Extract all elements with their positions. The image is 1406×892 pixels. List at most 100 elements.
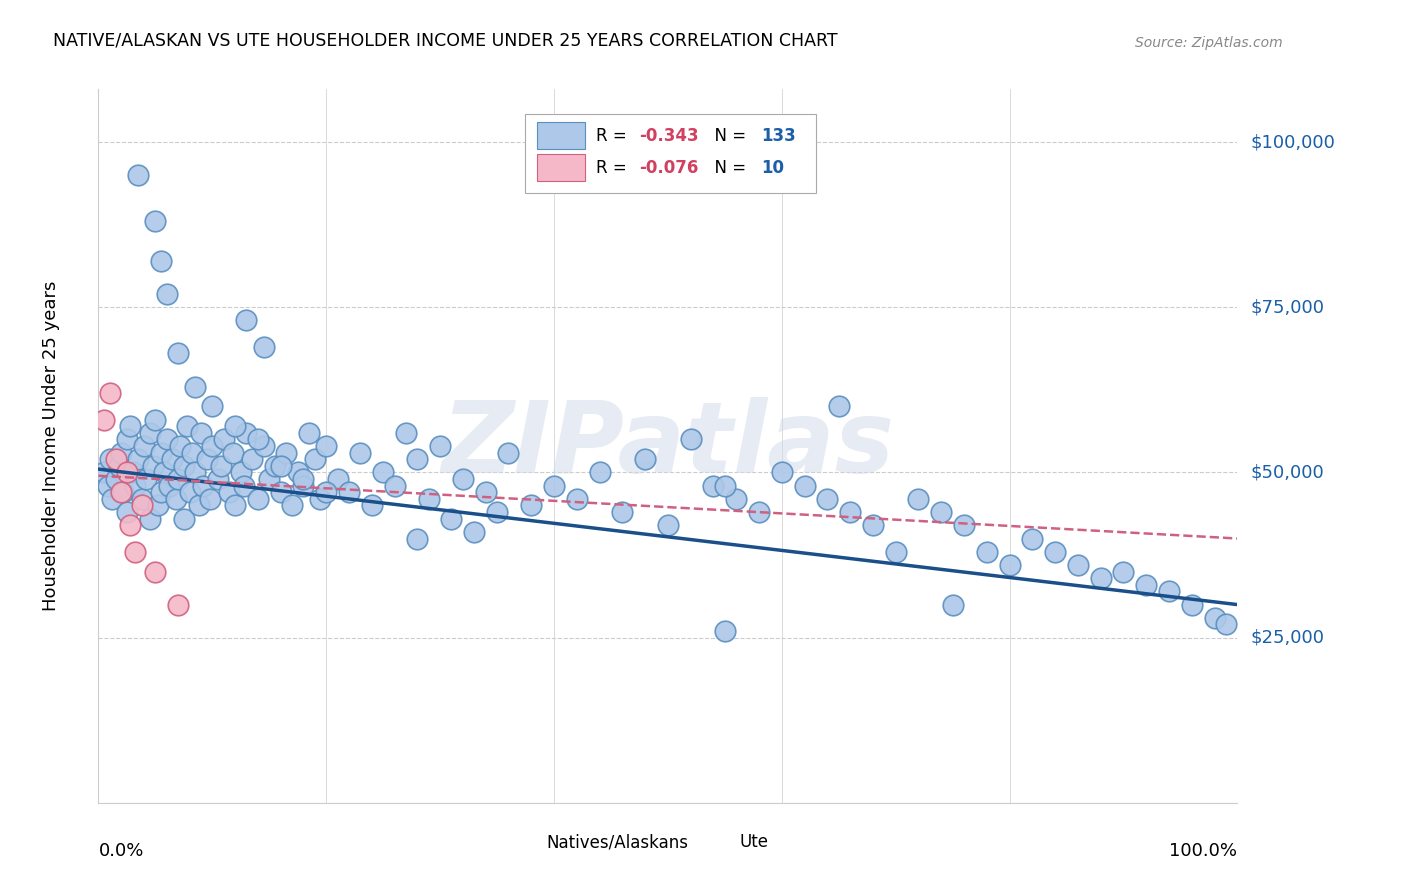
- Point: [1043, 545, 1066, 559]
- Point: [235, 425, 257, 440]
- Point: [110, 485, 132, 500]
- Point: [474, 485, 496, 500]
- Text: $50,000: $50,000: [1251, 464, 1324, 482]
- Point: [714, 624, 737, 638]
- Point: [942, 598, 965, 612]
- Point: [360, 499, 382, 513]
- Point: [406, 532, 429, 546]
- Point: [395, 425, 418, 440]
- Point: [384, 478, 406, 492]
- FancyBboxPatch shape: [503, 834, 538, 850]
- FancyBboxPatch shape: [537, 154, 585, 181]
- Point: [145, 214, 167, 228]
- Point: [124, 478, 146, 492]
- Point: [104, 472, 127, 486]
- Point: [315, 439, 337, 453]
- Text: $75,000: $75,000: [1251, 298, 1324, 317]
- Point: [150, 485, 173, 500]
- Point: [169, 439, 191, 453]
- Point: [108, 458, 131, 473]
- Text: R =: R =: [596, 127, 633, 145]
- Point: [748, 505, 770, 519]
- Point: [998, 558, 1021, 572]
- Point: [212, 433, 235, 447]
- Point: [793, 478, 815, 492]
- Point: [145, 565, 167, 579]
- Point: [173, 458, 195, 473]
- Point: [115, 466, 138, 480]
- Point: [725, 491, 748, 506]
- Point: [224, 499, 246, 513]
- Point: [112, 485, 135, 500]
- Point: [201, 400, 224, 414]
- Point: [371, 466, 394, 480]
- Point: [406, 452, 429, 467]
- Point: [1215, 617, 1237, 632]
- Point: [349, 445, 371, 459]
- Point: [156, 287, 179, 301]
- Point: [93, 466, 115, 480]
- Point: [150, 445, 173, 459]
- Point: [224, 419, 246, 434]
- Text: Householder Income Under 25 years: Householder Income Under 25 years: [42, 281, 59, 611]
- Point: [98, 452, 121, 467]
- Point: [884, 545, 907, 559]
- Point: [101, 491, 124, 506]
- Point: [222, 445, 245, 459]
- Text: Natives/Alaskans: Natives/Alaskans: [546, 833, 688, 851]
- Point: [104, 452, 127, 467]
- Point: [1090, 571, 1112, 585]
- Point: [98, 386, 121, 401]
- Point: [135, 472, 157, 486]
- Point: [190, 425, 212, 440]
- FancyBboxPatch shape: [526, 114, 815, 193]
- Point: [862, 518, 884, 533]
- Point: [150, 254, 173, 268]
- Point: [156, 433, 179, 447]
- Text: $100,000: $100,000: [1251, 133, 1336, 151]
- Point: [292, 472, 315, 486]
- Point: [120, 419, 142, 434]
- Point: [565, 491, 588, 506]
- Point: [127, 452, 149, 467]
- Point: [326, 472, 349, 486]
- Point: [167, 346, 190, 360]
- Point: [218, 485, 240, 500]
- Point: [145, 412, 167, 426]
- Point: [440, 511, 463, 525]
- Point: [309, 491, 332, 506]
- Point: [131, 491, 153, 506]
- Point: [588, 466, 610, 480]
- Point: [298, 425, 321, 440]
- Point: [429, 439, 451, 453]
- Point: [543, 478, 565, 492]
- Point: [270, 458, 292, 473]
- Point: [121, 466, 143, 480]
- Point: [184, 379, 207, 393]
- FancyBboxPatch shape: [696, 834, 733, 850]
- Point: [486, 505, 509, 519]
- Point: [233, 478, 256, 492]
- Point: [929, 505, 952, 519]
- Text: $25,000: $25,000: [1251, 629, 1324, 647]
- Point: [235, 313, 257, 327]
- Point: [167, 598, 190, 612]
- Point: [315, 485, 337, 500]
- Point: [264, 458, 287, 473]
- Point: [167, 472, 190, 486]
- Point: [953, 518, 976, 533]
- Point: [276, 445, 298, 459]
- Point: [157, 478, 180, 492]
- Point: [679, 433, 702, 447]
- Point: [702, 478, 724, 492]
- FancyBboxPatch shape: [537, 122, 585, 149]
- Point: [634, 452, 657, 467]
- Point: [138, 511, 160, 525]
- Point: [229, 466, 252, 480]
- Point: [1112, 565, 1135, 579]
- Point: [828, 400, 851, 414]
- Point: [153, 466, 176, 480]
- Point: [124, 545, 146, 559]
- Point: [498, 445, 520, 459]
- Point: [240, 452, 263, 467]
